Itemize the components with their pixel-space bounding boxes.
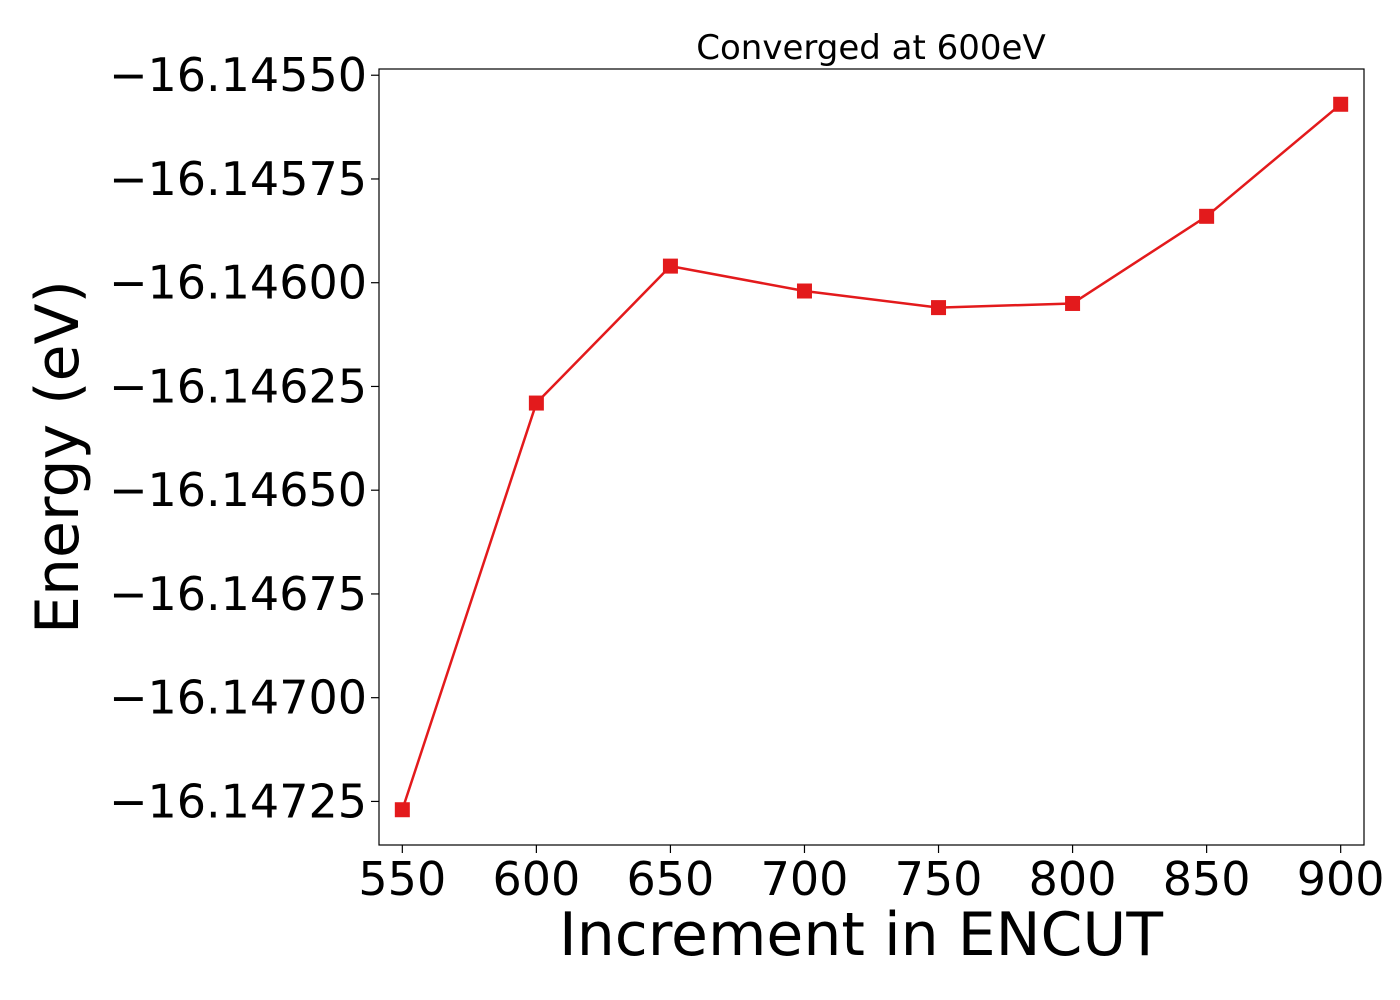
data-point-marker <box>1199 208 1215 224</box>
y-axis-ticks: −16.14550 −16.14575 −16.14600 −16.14625 −16.… <box>109 48 379 828</box>
x-axis-ticks: 550 600 650 700 750 800 850 900 <box>358 845 1385 906</box>
series-layer <box>394 96 1349 818</box>
y-tick-label: −16.14575 <box>109 152 367 206</box>
y-tick-label: −16.14725 <box>109 774 367 828</box>
x-tick-label: 650 <box>627 852 715 906</box>
y-tick-label: −16.14700 <box>109 671 367 725</box>
y-tick-label: −16.14550 <box>109 48 367 102</box>
data-point-marker <box>1065 295 1081 311</box>
x-tick-label: 700 <box>761 852 849 906</box>
chart-title: Converged at 600eV <box>696 28 1045 68</box>
y-tick-label: −16.14600 <box>109 256 367 310</box>
x-tick-label: 900 <box>1297 852 1385 906</box>
x-tick-label: 850 <box>1163 852 1251 906</box>
y-tick-label: −16.14625 <box>109 359 367 413</box>
y-axis-label: Energy (eV) <box>23 280 93 634</box>
data-point-marker <box>796 283 812 299</box>
data-point-marker <box>394 802 410 818</box>
data-point-marker <box>931 300 947 316</box>
x-tick-label: 600 <box>492 852 580 906</box>
plot-area <box>378 68 1365 846</box>
x-tick-label: 550 <box>358 852 446 906</box>
x-tick-label: 750 <box>895 852 983 906</box>
data-point-marker <box>1333 96 1349 112</box>
x-tick-label: 800 <box>1029 852 1117 906</box>
y-tick-label: −16.14650 <box>109 463 367 517</box>
x-axis-label: Increment in ENCUT <box>559 900 1163 970</box>
y-tick-label: −16.14675 <box>109 567 367 621</box>
series-line <box>401 103 1342 811</box>
data-point-marker <box>528 395 544 411</box>
data-point-marker <box>662 258 678 274</box>
